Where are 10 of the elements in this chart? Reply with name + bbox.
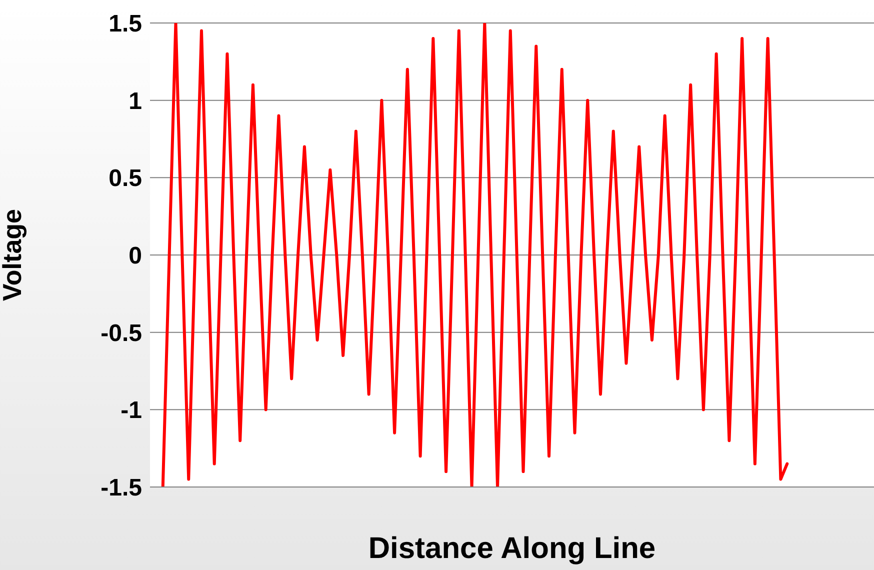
x-axis-title: Distance Along Line [368, 532, 656, 565]
y-tick-label: 0.5 [108, 165, 142, 192]
y-tick-label: -1 [120, 397, 142, 424]
y-tick-label: -0.5 [100, 320, 142, 347]
y-tick-label: 1 [128, 88, 142, 115]
y-tick-label: -1.5 [100, 474, 142, 502]
y-axis-title: Voltage [0, 209, 28, 301]
line-series [161, 23, 789, 487]
y-tick-label: 0 [128, 242, 142, 270]
y-tick-label: 1.5 [108, 10, 142, 38]
